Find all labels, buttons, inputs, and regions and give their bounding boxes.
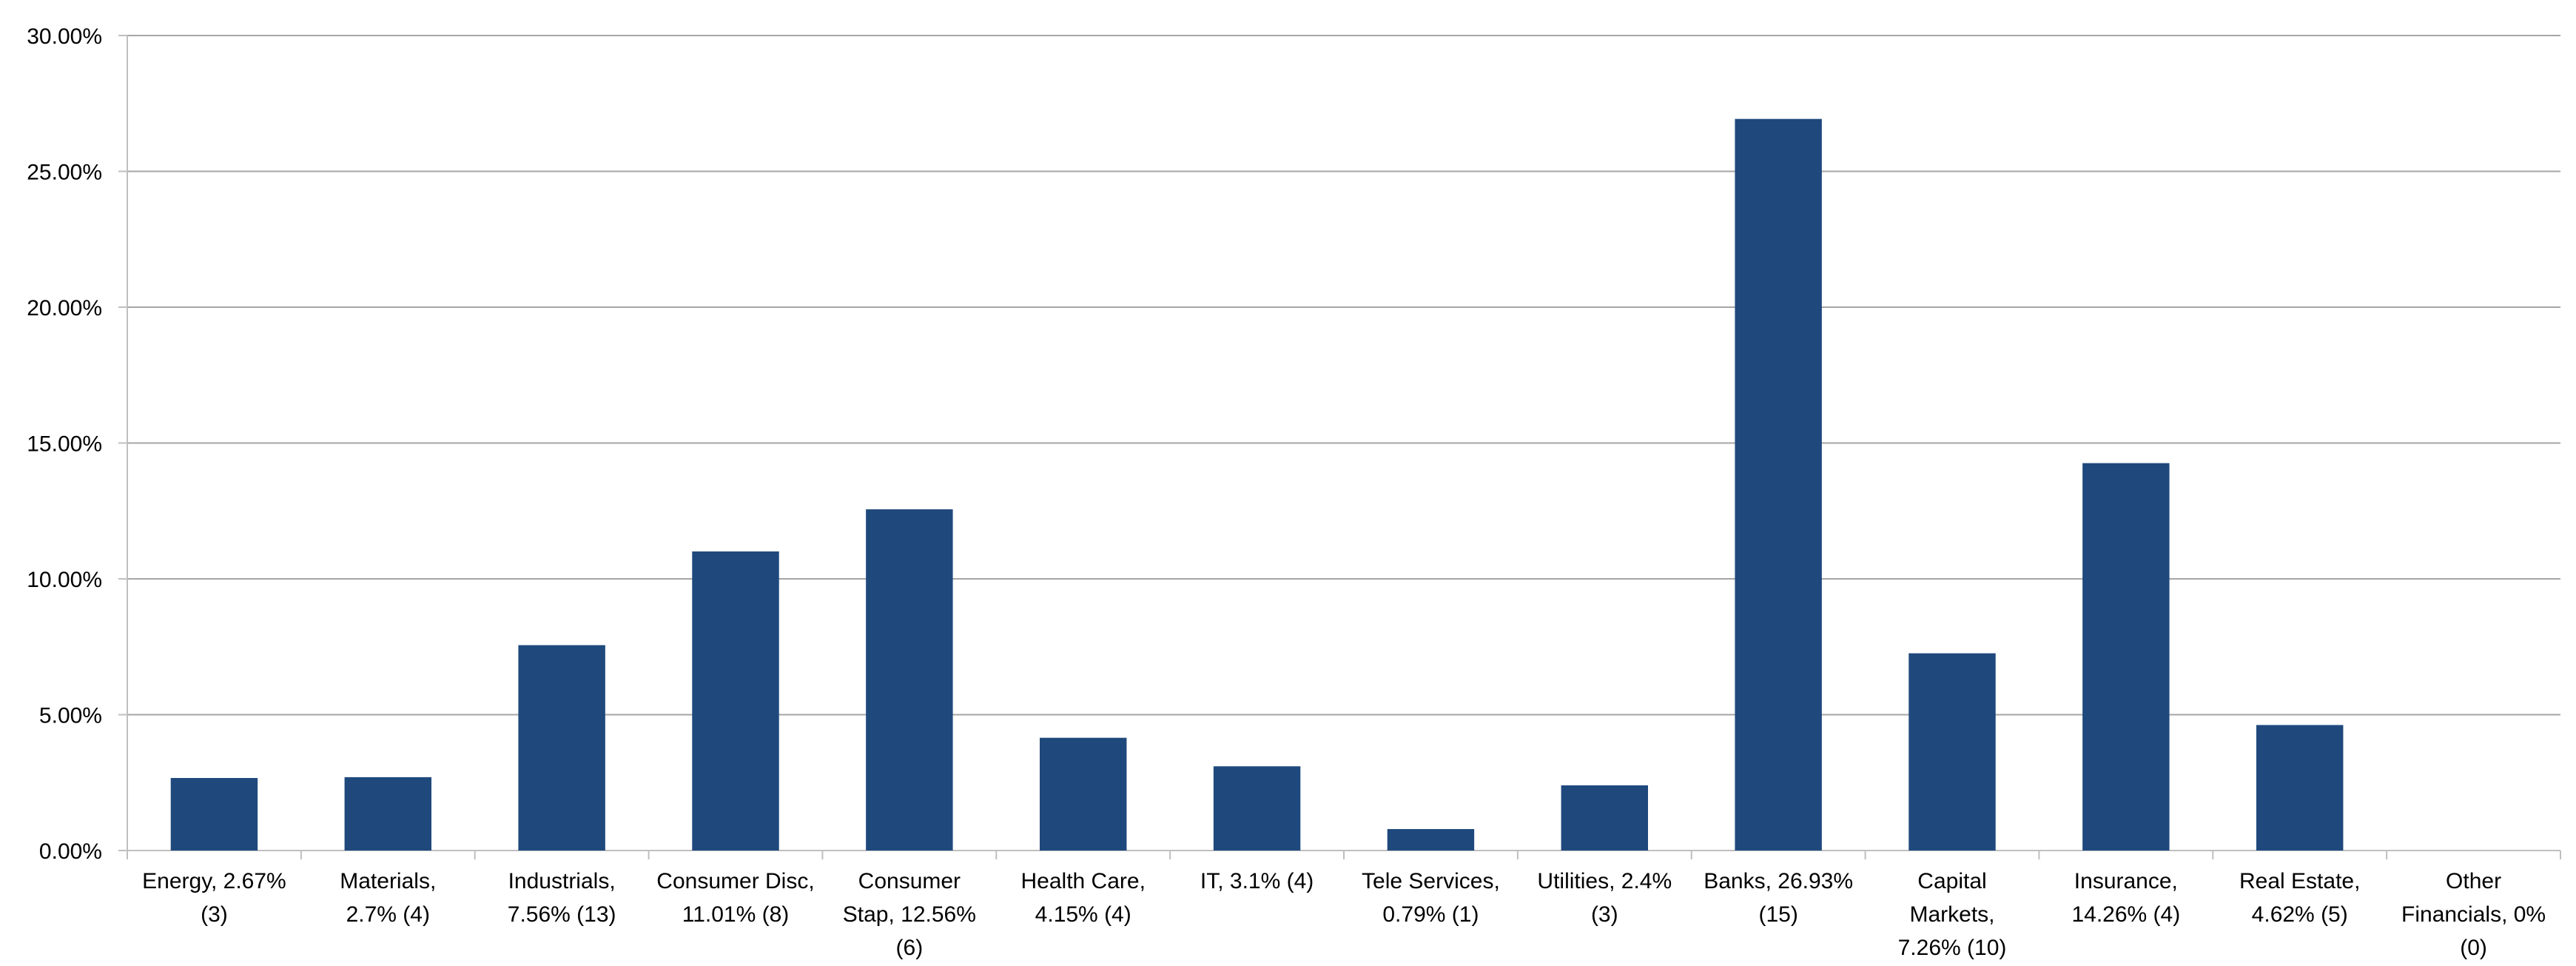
x-category-label-line: Real Estate, xyxy=(2239,869,2360,893)
x-category-label-line: 4.62% (5) xyxy=(2252,902,2348,927)
x-category-label-line: Materials, xyxy=(340,869,436,893)
x-category-label-line: 11.01% (8) xyxy=(682,902,790,927)
x-category-label: Insurance, 14.26% (4) xyxy=(2071,869,2180,927)
y-tick-label: 10.00% xyxy=(27,568,102,592)
x-category-label: Other Financials, 0% (0) xyxy=(2401,869,2546,960)
bar xyxy=(1040,737,1127,851)
bar xyxy=(1909,653,1996,851)
gridlines xyxy=(127,35,2560,716)
x-category-label: Consumer Disc, 11.01% (8) xyxy=(656,869,814,927)
y-tick-label: 15.00% xyxy=(27,432,102,457)
x-category-label-line: Consumer xyxy=(858,869,961,893)
bar xyxy=(518,645,605,851)
bar xyxy=(2082,463,2170,851)
x-category-label-line: Utilities, 2.4% xyxy=(1537,869,1672,893)
x-category-label-line: Other xyxy=(2446,869,2501,893)
y-tick-label: 20.00% xyxy=(27,296,102,321)
x-category-label-line: (6) xyxy=(896,936,924,960)
bar xyxy=(1213,766,1301,851)
y-tick-label: 25.00% xyxy=(27,161,102,185)
x-category-label-line: 7.26% (10) xyxy=(1898,936,2007,960)
x-category-label-line: 7.56% (13) xyxy=(508,902,616,927)
x-category-label: IT, 3.1% (4) xyxy=(1200,869,1314,893)
x-category-label-line: (3) xyxy=(201,902,228,927)
y-tick-label: 5.00% xyxy=(39,704,102,728)
x-category-label-line: Tele Services, xyxy=(1362,869,1500,893)
x-category-label: Banks, 26.93% (15) xyxy=(1704,869,1853,927)
bar xyxy=(1387,829,1475,851)
x-category-label: Materials, 2.7% (4) xyxy=(340,869,436,927)
bar xyxy=(344,777,431,851)
bars xyxy=(170,118,2344,851)
x-category-label: Utilities, 2.4% (3) xyxy=(1537,869,1672,927)
x-category-label-line: 0.79% (1) xyxy=(1382,902,1479,927)
x-category-label-line: Consumer Disc, xyxy=(656,869,814,893)
x-category-label-line: Capital xyxy=(1917,869,1986,893)
x-category-label-line: Industrials, xyxy=(508,869,616,893)
bar xyxy=(2256,725,2344,851)
x-category-labels: Energy, 2.67% (3) Materials, 2.7% (4) Indust… xyxy=(142,869,2546,960)
bar xyxy=(1561,785,1648,851)
x-category-label-line: 4.15% (4) xyxy=(1035,902,1131,927)
x-category-label-line: Insurance, xyxy=(2074,869,2178,893)
x-category-label-line: Energy, 2.67% xyxy=(142,869,286,893)
x-category-label-line: Health Care, xyxy=(1021,869,1146,893)
y-tick-labels: 0.00% 5.00% 10.00% 15.00% 20.00% 25.00% 30.00% xyxy=(27,24,102,864)
x-category-label: Consumer Stap, 12.56% (6) xyxy=(843,869,976,960)
x-category-label-line: Stap, 12.56% xyxy=(843,902,976,927)
bar xyxy=(692,551,779,851)
x-category-label-line: (15) xyxy=(1758,902,1798,927)
x-category-label-line: (0) xyxy=(2460,936,2487,960)
x-category-label-line: Markets, xyxy=(1909,902,1994,927)
x-category-label-line: 14.26% (4) xyxy=(2071,902,2180,927)
x-category-label-line: IT, 3.1% (4) xyxy=(1200,869,1314,893)
x-category-label: Real Estate, 4.62% (5) xyxy=(2239,869,2360,927)
x-category-label-line: (3) xyxy=(1591,902,1618,927)
x-category-label: Energy, 2.67% (3) xyxy=(142,869,286,927)
axes xyxy=(118,35,2561,859)
x-category-label-line: Financials, 0% xyxy=(2401,902,2546,927)
x-category-label: Health Care, 4.15% (4) xyxy=(1021,869,1146,927)
y-tick-label: 0.00% xyxy=(39,839,102,864)
y-tick-label: 30.00% xyxy=(27,24,102,49)
x-category-label: Tele Services, 0.79% (1) xyxy=(1362,869,1500,927)
bar xyxy=(170,778,258,851)
bar xyxy=(1735,118,1822,851)
x-category-label-line: 2.7% (4) xyxy=(346,902,430,927)
bar xyxy=(866,509,953,851)
x-category-label: Industrials, 7.56% (13) xyxy=(508,869,616,927)
x-category-label-line: Banks, 26.93% xyxy=(1704,869,1853,893)
x-category-label: Capital Markets, 7.26% (10) xyxy=(1898,869,2007,960)
